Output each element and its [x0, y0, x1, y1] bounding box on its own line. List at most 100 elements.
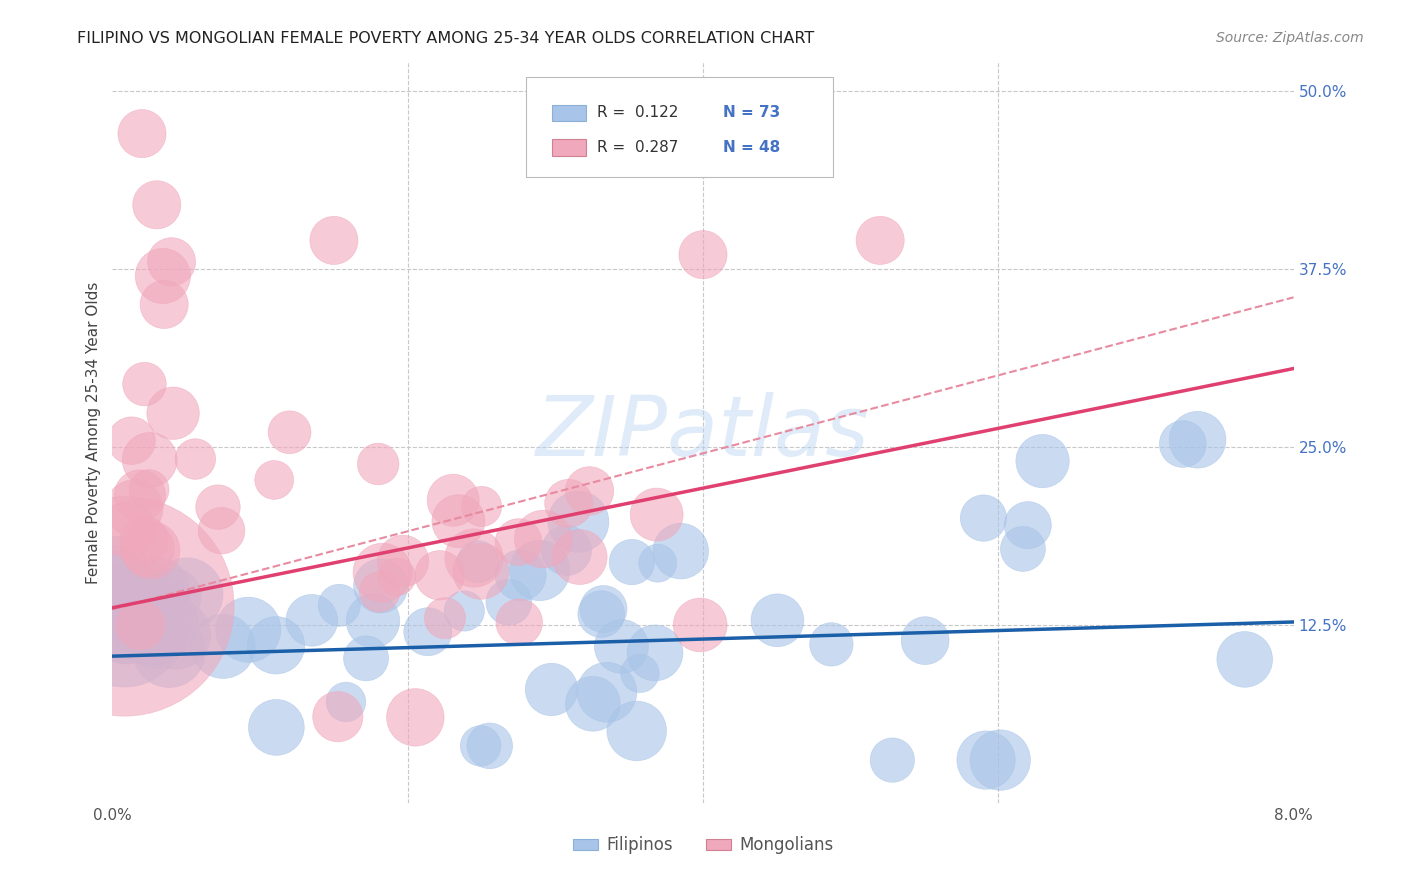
Point [207, 500, 229, 515]
Point [136, 623, 159, 637]
Bar [551, 104, 586, 121]
Point [689, 618, 711, 632]
Point [111, 606, 134, 620]
Point [416, 624, 439, 639]
Point [361, 614, 384, 628]
Point [692, 247, 714, 261]
Point [882, 753, 904, 767]
Point [404, 710, 426, 724]
Point [1017, 518, 1039, 533]
Point [146, 620, 169, 634]
Point [301, 613, 323, 627]
Text: N = 73: N = 73 [723, 105, 780, 120]
Point [112, 630, 135, 644]
Point [567, 515, 589, 529]
Point [508, 535, 530, 549]
Point [153, 297, 176, 311]
Point [596, 685, 619, 699]
Point [141, 543, 163, 558]
Point [447, 514, 470, 528]
Point [112, 599, 135, 614]
Point [582, 697, 605, 711]
Point [1233, 652, 1256, 666]
Point [392, 554, 415, 568]
Point [131, 127, 153, 141]
Point [592, 602, 614, 616]
Point [620, 555, 643, 569]
Point [104, 566, 127, 580]
Point [441, 493, 464, 508]
Point [127, 600, 149, 615]
Point [453, 604, 475, 618]
Point [471, 500, 494, 514]
Text: FILIPINO VS MONGOLIAN FEMALE POVERTY AMONG 25-34 YEAR OLDS CORRELATION CHART: FILIPINO VS MONGOLIAN FEMALE POVERTY AMO… [77, 31, 814, 46]
Point [647, 556, 669, 570]
Point [385, 570, 408, 584]
Point [509, 568, 531, 582]
Point [211, 524, 233, 538]
Text: ZIPatlas: ZIPatlas [536, 392, 870, 473]
Point [163, 589, 186, 603]
Point [591, 607, 613, 621]
Point [117, 628, 139, 642]
Point [134, 637, 156, 651]
Point [974, 753, 997, 767]
Point [578, 483, 600, 498]
Point [104, 561, 127, 575]
Point [328, 599, 350, 613]
Point [150, 615, 173, 630]
Point [470, 739, 492, 753]
Point [264, 638, 287, 652]
Point [1171, 437, 1194, 451]
Point [644, 646, 666, 660]
Point [531, 532, 554, 546]
Point [766, 613, 789, 627]
Point [184, 452, 207, 467]
Point [122, 591, 145, 605]
Point [1032, 454, 1054, 468]
Point [557, 496, 579, 510]
Point [467, 555, 489, 569]
Point [988, 753, 1011, 767]
Point [122, 501, 145, 516]
Point [121, 434, 143, 448]
Point [165, 627, 187, 641]
Point [110, 564, 132, 578]
Point [152, 597, 174, 611]
Point [156, 618, 179, 632]
Point [335, 695, 357, 709]
Point [127, 612, 149, 626]
Point [138, 483, 160, 497]
Point [138, 453, 160, 467]
Point [498, 595, 520, 609]
Point [323, 234, 346, 248]
Point [470, 564, 492, 578]
Point [529, 564, 551, 578]
Point [143, 624, 166, 638]
Point [371, 566, 394, 580]
Point [136, 541, 159, 556]
Point [212, 640, 235, 654]
Point [645, 508, 668, 522]
Point [433, 611, 456, 625]
Point [1012, 541, 1035, 556]
Point [132, 620, 155, 634]
Point [973, 511, 995, 525]
Point [508, 615, 530, 630]
Point [278, 425, 301, 440]
Point [117, 523, 138, 537]
Point [132, 533, 155, 547]
Point [354, 651, 377, 665]
Point [134, 585, 156, 599]
Point [540, 682, 562, 697]
Point [134, 377, 156, 392]
Point [429, 568, 451, 582]
Point [142, 603, 165, 617]
Legend: Filipinos, Mongolians: Filipinos, Mongolians [565, 830, 841, 861]
Bar [551, 139, 586, 156]
Text: Source: ZipAtlas.com: Source: ZipAtlas.com [1216, 31, 1364, 45]
Point [463, 551, 485, 566]
Text: R =  0.122: R = 0.122 [598, 105, 679, 120]
Y-axis label: Female Poverty Among 25-34 Year Olds: Female Poverty Among 25-34 Year Olds [86, 282, 101, 583]
Point [626, 723, 648, 738]
